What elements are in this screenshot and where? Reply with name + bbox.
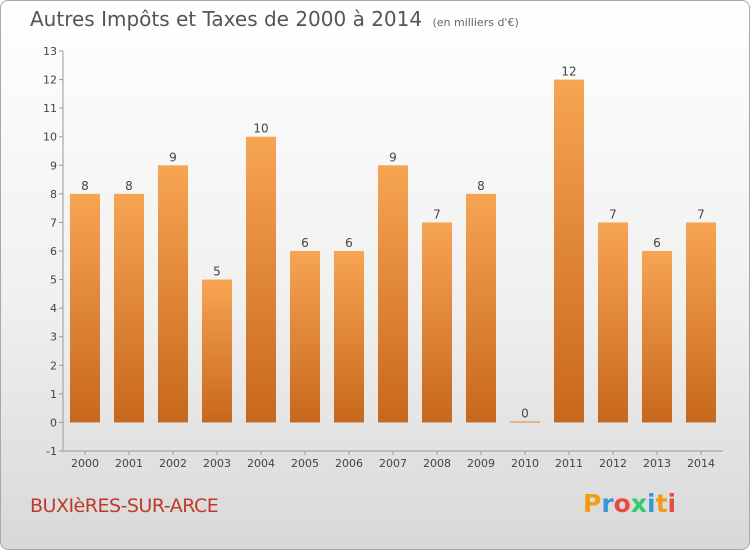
x-tick-label: 2001 bbox=[115, 457, 143, 470]
data-label: 7 bbox=[609, 207, 617, 221]
chart-title-main: Autres Impôts et Taxes de 2000 à 2014 bbox=[30, 7, 423, 31]
x-tick-label: 2007 bbox=[379, 457, 407, 470]
proxiti-logo: Proxiti bbox=[583, 489, 676, 518]
bar bbox=[510, 421, 540, 423]
data-label: 6 bbox=[653, 236, 661, 250]
bar bbox=[554, 79, 584, 423]
bar bbox=[158, 165, 188, 423]
data-label: 6 bbox=[301, 236, 309, 250]
bar bbox=[334, 251, 364, 423]
y-tick-label: 5 bbox=[50, 274, 57, 287]
bar bbox=[466, 193, 496, 423]
x-tick-label: 2014 bbox=[687, 457, 715, 470]
data-label: 7 bbox=[697, 207, 705, 221]
data-label: 10 bbox=[253, 122, 268, 136]
bar bbox=[290, 251, 320, 423]
y-tick-label: 1 bbox=[50, 388, 57, 401]
logo-letter: i bbox=[647, 489, 656, 518]
data-label: 9 bbox=[169, 150, 177, 164]
x-tick-label: 2004 bbox=[247, 457, 275, 470]
bar bbox=[70, 193, 100, 423]
y-tick-label: 0 bbox=[50, 416, 57, 429]
x-tick-label: 2010 bbox=[511, 457, 539, 470]
data-label: 8 bbox=[477, 179, 485, 193]
logo-letter: i bbox=[667, 489, 677, 518]
y-tick-label: 2 bbox=[50, 359, 57, 372]
y-tick-label: 13 bbox=[43, 45, 57, 58]
bar bbox=[686, 222, 716, 423]
logo-letter: t bbox=[655, 489, 668, 518]
y-tick-label: 8 bbox=[50, 188, 57, 201]
data-label: 7 bbox=[433, 207, 441, 221]
y-tick-label: -1 bbox=[46, 445, 57, 458]
bar bbox=[378, 165, 408, 423]
x-tick-label: 2005 bbox=[291, 457, 319, 470]
x-tick-label: 2012 bbox=[599, 457, 627, 470]
bar bbox=[114, 193, 144, 423]
x-tick-label: 2006 bbox=[335, 457, 363, 470]
data-label: 12 bbox=[561, 65, 576, 79]
y-tick-label: 6 bbox=[50, 245, 57, 258]
data-label: 6 bbox=[345, 236, 353, 250]
bar bbox=[642, 251, 672, 423]
chart-title-unit: (en milliers d'€) bbox=[432, 16, 519, 29]
data-label: 8 bbox=[125, 179, 133, 193]
commune-name: BUXIèRES-SUR-ARCE bbox=[30, 495, 219, 517]
logo-letter: P bbox=[583, 489, 602, 518]
chart-title: Autres Impôts et Taxes de 2000 à 2014 (e… bbox=[30, 7, 519, 31]
y-tick-label: 11 bbox=[43, 102, 57, 115]
y-tick-label: 4 bbox=[50, 302, 57, 315]
data-label: 9 bbox=[389, 150, 397, 164]
bar bbox=[202, 279, 232, 423]
x-tick-label: 2003 bbox=[203, 457, 231, 470]
logo-letter: o bbox=[613, 489, 631, 518]
y-tick-label: 10 bbox=[43, 131, 57, 144]
y-tick-label: 7 bbox=[50, 216, 57, 229]
y-tick-label: 12 bbox=[43, 74, 57, 87]
x-tick-label: 2009 bbox=[467, 457, 495, 470]
data-label: 8 bbox=[81, 179, 89, 193]
logo-letter: x bbox=[630, 489, 647, 518]
x-tick-label: 2002 bbox=[159, 457, 187, 470]
bar bbox=[422, 222, 452, 423]
data-label: 5 bbox=[213, 265, 221, 279]
x-tick-label: 2008 bbox=[423, 457, 451, 470]
x-tick-label: 2011 bbox=[555, 457, 583, 470]
data-label: 0 bbox=[521, 406, 529, 420]
y-tick-label: 3 bbox=[50, 331, 57, 344]
bar bbox=[598, 222, 628, 423]
bar bbox=[246, 136, 276, 423]
x-tick-label: 2013 bbox=[643, 457, 671, 470]
logo-letter: r bbox=[601, 489, 614, 518]
y-tick-label: 9 bbox=[50, 159, 57, 172]
x-tick-label: 2000 bbox=[71, 457, 99, 470]
